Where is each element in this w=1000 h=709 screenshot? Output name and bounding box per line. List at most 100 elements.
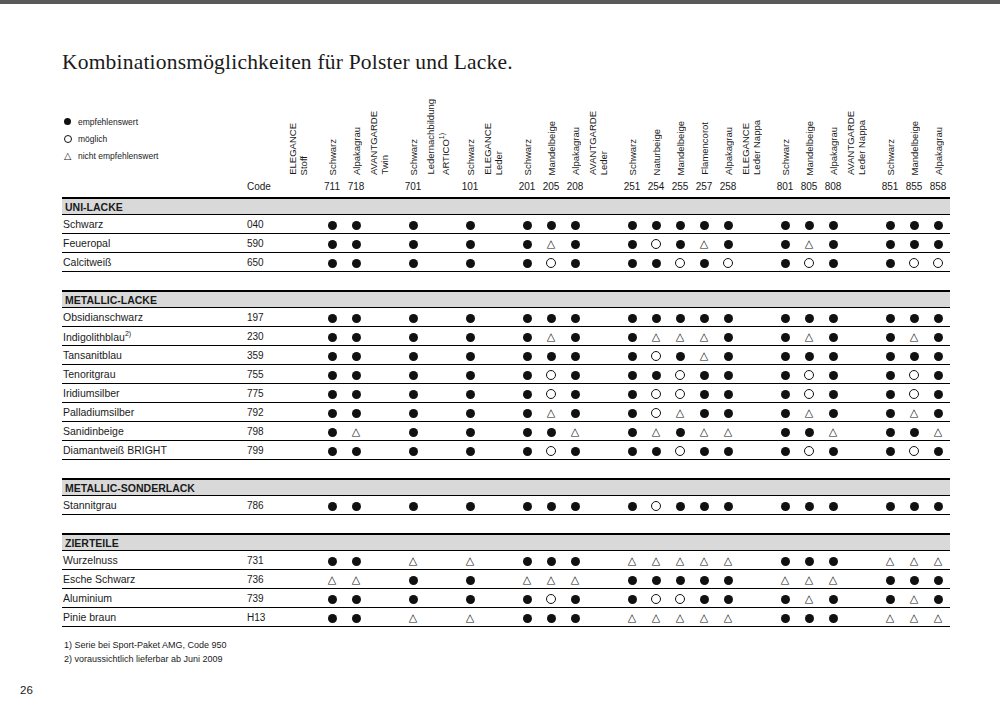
cell-symbol bbox=[344, 608, 368, 627]
cell-symbol bbox=[401, 346, 425, 365]
cell-symbol bbox=[821, 346, 845, 365]
column-label: Mandelbeige bbox=[902, 83, 926, 175]
filled-dot-icon bbox=[805, 614, 814, 623]
group-spacer bbox=[287, 253, 320, 272]
open-circle-icon bbox=[675, 258, 685, 268]
column-group-label-line: AVANTGARDE bbox=[845, 111, 856, 175]
page-title: Kombinationsmöglichkeiten für Polster un… bbox=[62, 50, 1000, 75]
table-row: Schwarz040 bbox=[62, 215, 950, 234]
filled-dot-icon bbox=[409, 221, 418, 230]
group-spacer bbox=[287, 608, 320, 627]
row-code: 755 bbox=[247, 365, 287, 384]
cell-symbol bbox=[563, 253, 587, 272]
cell-symbol bbox=[458, 403, 482, 422]
filled-dot-icon bbox=[328, 614, 337, 623]
cell-symbol: △ bbox=[797, 589, 821, 608]
table-row: Calcitweiß650 bbox=[62, 253, 950, 272]
filled-dot-icon bbox=[886, 428, 895, 437]
filled-dot-icon bbox=[523, 371, 532, 380]
filled-dot-icon bbox=[409, 259, 418, 268]
group-spacer bbox=[425, 441, 458, 460]
section-header: ZIERTEILE bbox=[62, 534, 950, 551]
page-number: 26 bbox=[20, 684, 33, 696]
filled-dot-icon bbox=[523, 390, 532, 399]
triangle-icon: △ bbox=[700, 613, 708, 623]
filled-dot-icon bbox=[676, 502, 685, 511]
filled-dot-icon bbox=[829, 333, 838, 342]
column-group-label-line: AVANTGARDE bbox=[587, 111, 598, 175]
cell-symbol bbox=[620, 441, 644, 460]
column-label-text: Schwarz bbox=[465, 139, 476, 175]
filled-dot-icon bbox=[328, 390, 337, 399]
cell-symbol bbox=[539, 384, 563, 403]
column-label-text: Schwarz bbox=[522, 139, 533, 175]
triangle-icon: △ bbox=[64, 151, 71, 161]
filled-dot-icon bbox=[652, 371, 661, 380]
column-label-text: Schwarz bbox=[885, 139, 896, 175]
filled-dot-icon bbox=[628, 352, 637, 361]
group-spacer bbox=[845, 384, 878, 403]
cell-symbol bbox=[773, 234, 797, 253]
cell-symbol bbox=[926, 215, 950, 234]
cell-symbol bbox=[668, 234, 692, 253]
filled-dot-icon bbox=[628, 447, 637, 456]
cell-symbol bbox=[773, 403, 797, 422]
row-code: 040 bbox=[247, 215, 287, 234]
cell-symbol: △ bbox=[797, 403, 821, 422]
cell-symbol bbox=[515, 327, 539, 346]
cell-symbol bbox=[458, 422, 482, 441]
filled-dot-icon bbox=[886, 390, 895, 399]
cell-symbol: △ bbox=[539, 570, 563, 589]
cell-symbol bbox=[692, 365, 716, 384]
cell-symbol bbox=[692, 308, 716, 327]
triangle-icon: △ bbox=[652, 427, 660, 437]
cell-symbol: △ bbox=[902, 608, 926, 627]
triangle-icon: △ bbox=[805, 408, 813, 418]
open-circle-icon bbox=[675, 594, 685, 604]
cell-symbol bbox=[620, 308, 644, 327]
footnotes: 1) Serie bei Sport-Paket AMG, Code 9502)… bbox=[64, 639, 1000, 666]
cell-symbol bbox=[797, 308, 821, 327]
row-code: 731 bbox=[247, 551, 287, 570]
cell-symbol bbox=[320, 234, 344, 253]
group-spacer bbox=[287, 234, 320, 253]
group-spacer bbox=[368, 346, 401, 365]
cell-symbol bbox=[344, 496, 368, 515]
group-spacer bbox=[845, 215, 878, 234]
group-spacer bbox=[587, 551, 620, 570]
triangle-icon: △ bbox=[829, 575, 837, 585]
triangle-icon: △ bbox=[724, 613, 732, 623]
cell-symbol bbox=[668, 422, 692, 441]
cell-symbol bbox=[539, 308, 563, 327]
group-spacer bbox=[425, 551, 458, 570]
filled-dot-icon bbox=[571, 447, 580, 456]
column-group-label-line: Leder Nappa bbox=[751, 120, 762, 175]
group-spacer bbox=[482, 346, 515, 365]
cell-symbol bbox=[692, 589, 716, 608]
cell-symbol bbox=[878, 308, 902, 327]
filled-dot-icon bbox=[676, 314, 685, 323]
group-spacer bbox=[482, 215, 515, 234]
legend-item: empfehlenswert bbox=[64, 113, 158, 130]
filled-dot-icon bbox=[466, 390, 475, 399]
cell-symbol bbox=[878, 346, 902, 365]
cell-symbol bbox=[878, 365, 902, 384]
triangle-icon: △ bbox=[628, 556, 636, 566]
filled-dot-icon bbox=[409, 595, 418, 604]
cell-symbol bbox=[620, 589, 644, 608]
cell-symbol bbox=[716, 384, 740, 403]
filled-dot-icon bbox=[829, 557, 838, 566]
filled-dot-icon bbox=[628, 428, 637, 437]
triangle-icon: △ bbox=[910, 332, 918, 342]
group-spacer bbox=[740, 403, 773, 422]
filled-dot-icon bbox=[571, 502, 580, 511]
filled-dot-icon bbox=[829, 409, 838, 418]
row-code: 359 bbox=[247, 346, 287, 365]
cell-symbol bbox=[539, 346, 563, 365]
section-title: UNI-LACKE bbox=[62, 198, 950, 215]
cell-symbol bbox=[320, 253, 344, 272]
cell-symbol bbox=[401, 422, 425, 441]
filled-dot-icon bbox=[805, 428, 814, 437]
cell-symbol: △ bbox=[620, 608, 644, 627]
cell-symbol bbox=[821, 215, 845, 234]
